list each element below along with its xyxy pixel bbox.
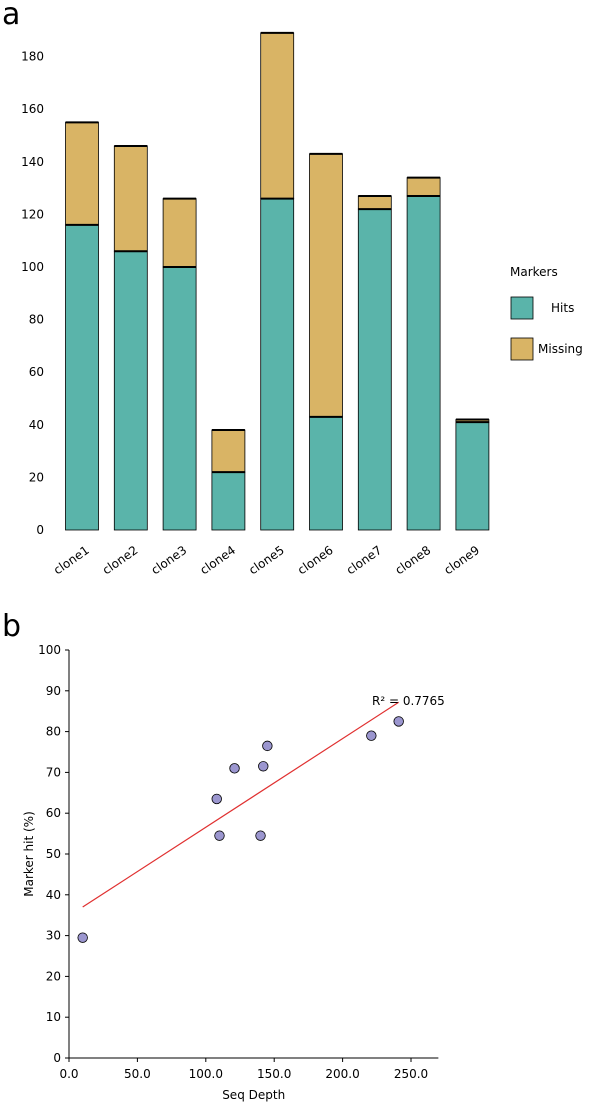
legend-label-missing: Missing — [538, 342, 583, 356]
y-tick-label: 0 — [53, 1051, 61, 1065]
y-tick-label: 100 — [21, 260, 44, 274]
y-tick-label: 120 — [21, 207, 44, 221]
bar-segment-hits — [260, 198, 295, 531]
bar-segment-hits — [211, 471, 246, 531]
x-tick-label: clone8 — [393, 543, 434, 577]
x-tick-label: 200.0 — [325, 1067, 359, 1081]
y-tick-label: 40 — [46, 888, 61, 902]
y-tick-label: 0 — [36, 523, 44, 537]
y-tick-label: 10 — [46, 1010, 61, 1024]
bar-segment-missing — [260, 32, 295, 200]
bar-segment-hits — [357, 208, 392, 531]
x-tick-label: 100.0 — [189, 1067, 223, 1081]
scatter-point — [258, 761, 269, 772]
x-tick-label: clone7 — [344, 543, 385, 577]
bar-segment-hits — [162, 266, 197, 531]
x-tick-label: clone3 — [149, 543, 190, 577]
bar-segment-hits — [65, 224, 99, 531]
y-tick-label: 60 — [29, 365, 44, 379]
x-tick-label: clone5 — [246, 543, 287, 577]
y-tick-label: 180 — [21, 50, 44, 64]
legend-title: Markers — [510, 265, 558, 279]
y-tick-label: 60 — [46, 806, 61, 820]
bar-segment-hits — [309, 416, 343, 531]
x-tick-label: 50.0 — [124, 1067, 151, 1081]
x-tick-label: 250.0 — [394, 1067, 428, 1081]
y-tick-label: 20 — [46, 969, 61, 983]
scatter-point — [255, 830, 266, 841]
x-axis-title: Seq Depth — [222, 1088, 285, 1102]
bar-segment-missing — [406, 177, 441, 197]
bar-segment-hits — [406, 195, 441, 531]
scatter-point — [77, 932, 88, 943]
scatter-point — [211, 793, 222, 805]
y-axis-title: Marker hit (%) — [22, 811, 36, 897]
y-tick-label: 140 — [21, 155, 44, 169]
x-tick-label: clone2 — [100, 543, 141, 577]
bar-segment-hits — [455, 421, 490, 531]
y-tick-label: 20 — [29, 470, 44, 484]
scatter-point — [214, 830, 225, 841]
bar-segment-missing — [357, 195, 392, 210]
x-tick-label: clone9 — [441, 543, 482, 577]
legend-swatch-hits — [510, 296, 534, 320]
y-tick-label: 40 — [29, 418, 44, 432]
bar-segment-missing — [309, 153, 343, 418]
scatter-point — [393, 716, 404, 727]
bar-segment-missing — [211, 429, 246, 473]
bar-segment-missing — [113, 145, 148, 252]
r-squared-label: R² = 0.7765 — [372, 694, 445, 708]
y-tick-label: 70 — [46, 765, 61, 779]
scatter-point — [366, 730, 377, 741]
x-tick-label: clone6 — [295, 543, 336, 577]
bar-segment-hits — [113, 250, 148, 531]
y-tick-label: 30 — [46, 929, 61, 943]
x-tick-label: 0.0 — [59, 1067, 78, 1081]
trendline — [82, 701, 400, 908]
x-tick-label: clone4 — [197, 543, 238, 577]
bar-segment-missing — [65, 121, 99, 226]
legend-label-hits: Hits — [551, 301, 574, 315]
y-tick-label: 160 — [21, 102, 44, 116]
y-tick-label: 100 — [38, 643, 61, 657]
x-tick-label: 150.0 — [257, 1067, 291, 1081]
y-tick-label: 90 — [46, 684, 61, 698]
scatter-point — [229, 763, 240, 774]
bar-segment-missing — [162, 198, 197, 268]
scatter-chart: 0 10 20 30 40 50 60 70 80 90 100 0.0 50.0 100.0 150.0 2… — [22, 643, 445, 1102]
legend-swatch-missing — [510, 337, 534, 361]
y-tick-label: 50 — [46, 847, 61, 861]
y-tick-label: 80 — [46, 725, 61, 739]
panel-a-letter: a — [2, 0, 20, 32]
y-tick-label: 80 — [29, 313, 44, 327]
scatter-point — [262, 740, 273, 752]
x-tick-label: clone1 — [51, 543, 92, 577]
panel-b-letter: b — [2, 609, 21, 644]
